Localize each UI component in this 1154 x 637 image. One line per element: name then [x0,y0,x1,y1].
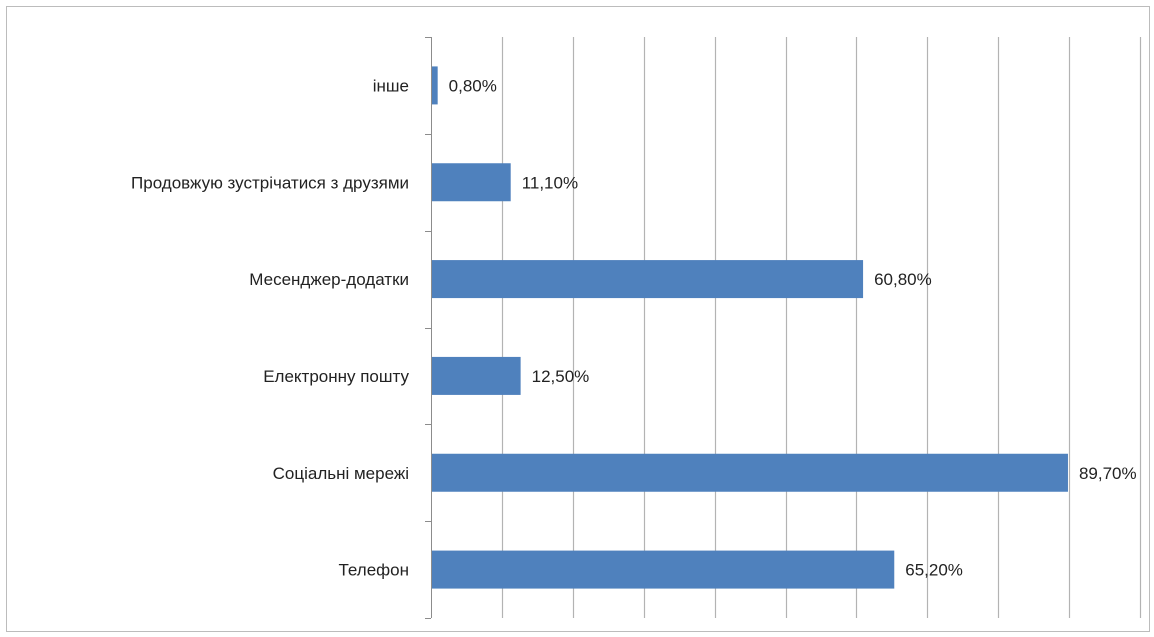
bars [432,66,1068,589]
category-label: Електронну пошту [263,367,409,386]
bar [432,453,1068,492]
bar [432,66,438,105]
data-label: 65,20% [905,561,963,580]
data-label: 11,10% [522,173,578,192]
category-label: Соціальні мережі [273,464,409,483]
data-label: 12,50% [532,367,590,386]
labels: інше 0,80% Продовжую зустрічатися з друзям… [131,76,1137,579]
bar [432,163,511,202]
data-label: 0,80% [449,76,497,95]
category-label: інше [373,76,409,95]
category-axis [425,37,432,619]
bar [432,260,864,299]
category-label: Телефон [338,561,409,580]
data-label: 60,80% [874,270,932,289]
category-label: Месенджер-додатки [249,270,409,289]
category-label: Продовжую зустрічатися з друзями [131,173,409,192]
gridlines [501,37,1142,618]
bar [432,356,521,395]
chart-frame [6,6,1150,632]
data-label: 89,70% [1079,464,1137,483]
bar [432,550,895,589]
